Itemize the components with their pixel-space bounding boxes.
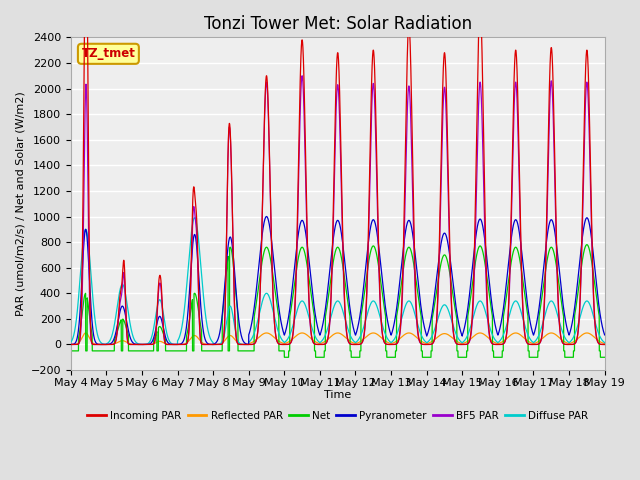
Text: TZ_tmet: TZ_tmet [81,48,135,60]
X-axis label: Time: Time [324,391,351,400]
Legend: Incoming PAR, Reflected PAR, Net, Pyranometer, BF5 PAR, Diffuse PAR: Incoming PAR, Reflected PAR, Net, Pyrano… [83,407,592,425]
Y-axis label: PAR (umol/m2/s) / Net and Solar (W/m2): PAR (umol/m2/s) / Net and Solar (W/m2) [15,91,25,316]
Title: Tonzi Tower Met: Solar Radiation: Tonzi Tower Met: Solar Radiation [204,15,472,33]
